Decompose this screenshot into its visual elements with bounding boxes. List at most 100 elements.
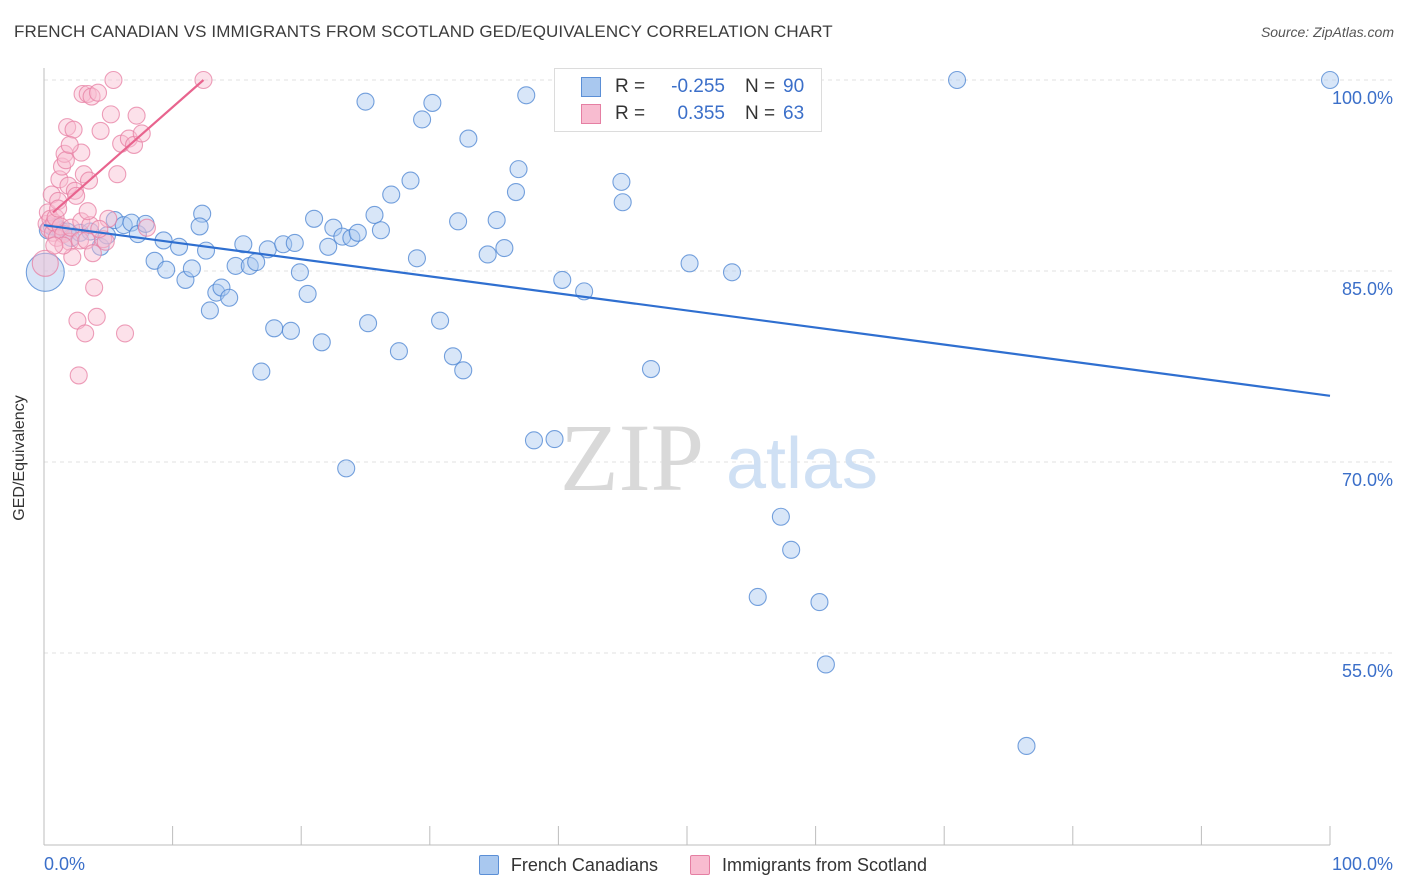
point-french-canadians xyxy=(252,362,271,381)
y-tick-label: 70.0% xyxy=(1342,470,1393,490)
point-french-canadians xyxy=(356,92,375,111)
point-immigrants-scotland xyxy=(90,219,109,239)
point-french-canadians xyxy=(816,655,835,674)
point-french-canadians xyxy=(722,263,742,282)
point-french-canadians xyxy=(517,86,536,105)
point-french-canadians xyxy=(748,587,767,607)
point-french-canadians xyxy=(196,241,216,260)
point-french-canadians xyxy=(407,249,426,268)
point-french-canadians xyxy=(389,342,408,361)
point-immigrants-scotland xyxy=(99,209,118,228)
r-value: -0.255 xyxy=(671,76,725,97)
legend-swatch-blue xyxy=(581,77,601,97)
point-french-canadians xyxy=(337,459,356,478)
point-french-canadians xyxy=(487,211,506,230)
point-french-canadians xyxy=(382,185,401,204)
point-french-canadians xyxy=(443,347,462,366)
point-french-canadians xyxy=(680,254,699,273)
point-french-canadians xyxy=(333,227,352,246)
point-french-canadians xyxy=(312,333,331,352)
point-french-canadians xyxy=(810,593,829,612)
point-french-canadians xyxy=(506,183,526,202)
stats-row-immigrants-scotland: R = 0.355 N = 63 xyxy=(581,102,804,126)
point-french-canadians xyxy=(613,193,632,212)
y-tick-label: 100.0% xyxy=(1332,88,1393,108)
point-french-canadians xyxy=(25,252,65,292)
x-tick-label: 100.0% xyxy=(1332,854,1393,874)
point-immigrants-scotland xyxy=(56,151,75,170)
point-french-canadians xyxy=(348,223,367,242)
stats-row-french-canadians: R = -0.255 N = 90 xyxy=(581,75,804,99)
watermark-atlas: atlas xyxy=(726,424,878,504)
point-french-canadians xyxy=(948,70,967,90)
point-french-canadians xyxy=(190,217,209,236)
point-french-canadians xyxy=(359,314,378,333)
n-value: 90 xyxy=(783,76,805,97)
point-french-canadians xyxy=(182,259,201,278)
point-french-canadians xyxy=(274,235,293,254)
point-french-canadians xyxy=(782,540,801,559)
point-french-canadians xyxy=(305,209,324,228)
stats-legend: R = -0.255 N = 90 R = 0.355 N = 63 xyxy=(554,68,822,132)
point-french-canadians xyxy=(371,221,390,240)
point-french-canadians xyxy=(413,110,432,129)
watermark: ZIP atlas xyxy=(560,404,878,511)
point-immigrants-scotland xyxy=(67,186,86,205)
point-french-canadians xyxy=(524,431,544,450)
y-tick-label: 85.0% xyxy=(1342,279,1393,299)
point-immigrants-scotland xyxy=(70,231,90,250)
series-legend: French Canadians Immigrants from Scotlan… xyxy=(0,852,1406,878)
trend-line-immigrants-scotland xyxy=(52,79,205,214)
trend-line-french-canadians xyxy=(43,224,1331,397)
legend-swatch-pink xyxy=(690,855,710,875)
point-french-canadians xyxy=(298,284,317,303)
point-immigrants-scotland xyxy=(88,83,108,102)
point-immigrants-scotland xyxy=(87,307,106,326)
point-french-canadians xyxy=(509,160,528,179)
point-immigrants-scotland xyxy=(60,135,79,154)
n-value: 63 xyxy=(783,103,805,124)
point-french-canadians xyxy=(265,319,284,338)
point-immigrants-scotland xyxy=(115,324,135,343)
point-french-canadians xyxy=(449,212,468,231)
chart-title: FRENCH CANADIAN VS IMMIGRANTS FROM SCOTL… xyxy=(14,22,833,41)
point-immigrants-scotland xyxy=(108,165,127,184)
point-french-canadians xyxy=(169,237,189,256)
point-immigrants-scotland xyxy=(83,244,102,263)
point-immigrants-scotland xyxy=(78,202,97,221)
point-immigrants-scotland xyxy=(45,236,64,255)
point-french-canadians xyxy=(200,301,219,320)
point-immigrants-scotland xyxy=(81,216,100,235)
point-french-canadians xyxy=(176,270,195,289)
legend-item-immigrants-scotland[interactable]: Immigrants from Scotland xyxy=(690,855,927,876)
point-french-canadians xyxy=(478,245,497,264)
point-immigrants-scotland xyxy=(85,278,104,297)
legend-swatch-pink xyxy=(581,104,601,124)
point-french-canadians xyxy=(1320,70,1340,90)
trend-lines xyxy=(43,79,1331,397)
point-french-canadians xyxy=(431,311,450,330)
point-french-canadians xyxy=(319,237,338,256)
legend-label: Immigrants from Scotland xyxy=(722,854,928,875)
point-french-canadians xyxy=(612,172,631,191)
point-french-canadians xyxy=(641,359,661,379)
legend-swatch-blue xyxy=(478,855,499,875)
point-french-canadians xyxy=(553,270,572,289)
point-immigrants-scotland xyxy=(137,218,156,237)
point-immigrants-scotland xyxy=(127,106,146,125)
grid-lines xyxy=(44,79,1392,654)
point-french-canadians xyxy=(771,507,790,526)
point-immigrants-scotland xyxy=(94,230,113,249)
point-french-canadians xyxy=(290,263,309,282)
point-french-canadians xyxy=(401,171,420,190)
tick-labels: 55.0% 70.0% 85.0% 100.0% 0.0% 100.0% xyxy=(44,88,1393,874)
point-french-canadians xyxy=(226,256,245,275)
point-immigrants-scotland xyxy=(104,70,123,90)
watermark-zip: ZIP xyxy=(560,404,704,511)
point-immigrants-scotland xyxy=(64,120,83,139)
r-value: 0.355 xyxy=(677,103,725,124)
point-french-canadians xyxy=(545,430,564,449)
legend-item-french-canadians[interactable]: French Canadians xyxy=(478,855,658,876)
x-tick-label: 0.0% xyxy=(44,854,85,874)
